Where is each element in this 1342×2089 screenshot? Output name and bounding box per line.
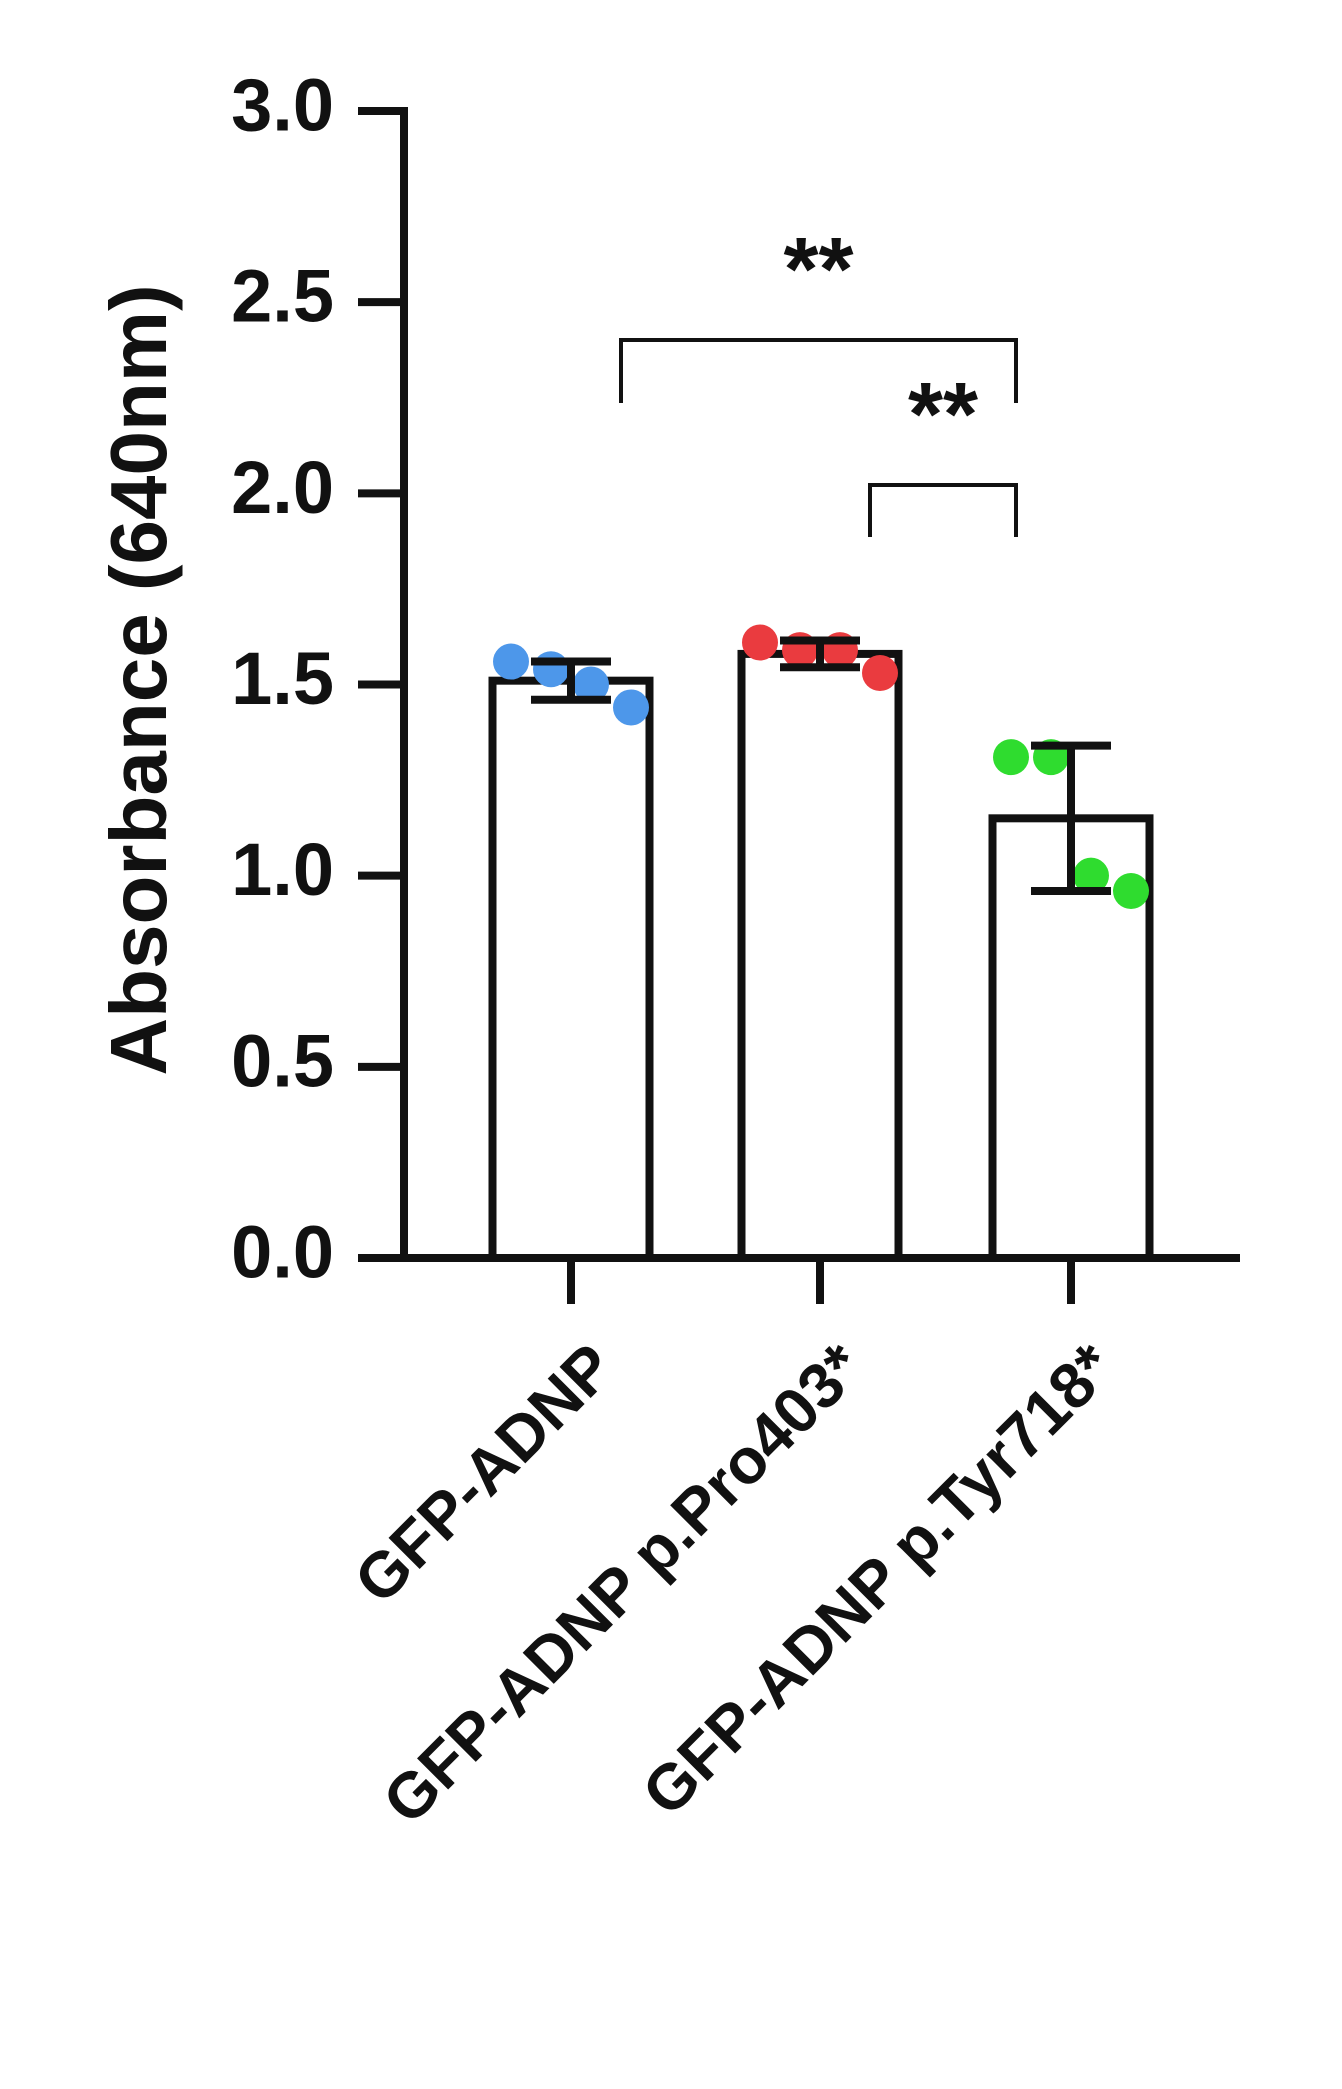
x-tick-label: GFP-ADNP p.Pro403*: [369, 1330, 877, 1838]
bar: [488, 676, 654, 1262]
data-point: [993, 739, 1029, 776]
significance-label: **: [783, 220, 853, 320]
bar: [737, 649, 903, 1262]
significance-label: **: [908, 365, 978, 465]
data-point: [573, 666, 609, 703]
data-point: [1113, 872, 1149, 909]
y-tick-label: 0.5: [231, 1019, 334, 1102]
y-tick-label: 1.0: [231, 828, 334, 911]
data-point: [493, 643, 529, 680]
significance-bracket: [619, 338, 1018, 403]
y-tick-label: 3.0: [231, 64, 334, 147]
y-tick-label: 1.5: [231, 637, 334, 720]
data-point: [1073, 857, 1109, 894]
y-tick-label: 2.5: [231, 255, 334, 338]
data-point: [742, 624, 778, 661]
significance-bracket: [868, 483, 1018, 537]
data-point: [533, 651, 569, 688]
y-tick-label: 0.0: [231, 1211, 334, 1294]
data-point: [613, 689, 649, 726]
x-tick-label: GFP-ADNP p.Tyr718*: [628, 1330, 1127, 1829]
data-point: [862, 655, 898, 692]
y-axis-label: Absorbance (640nm): [94, 284, 183, 1075]
y-tick-label: 2.0: [231, 446, 334, 529]
